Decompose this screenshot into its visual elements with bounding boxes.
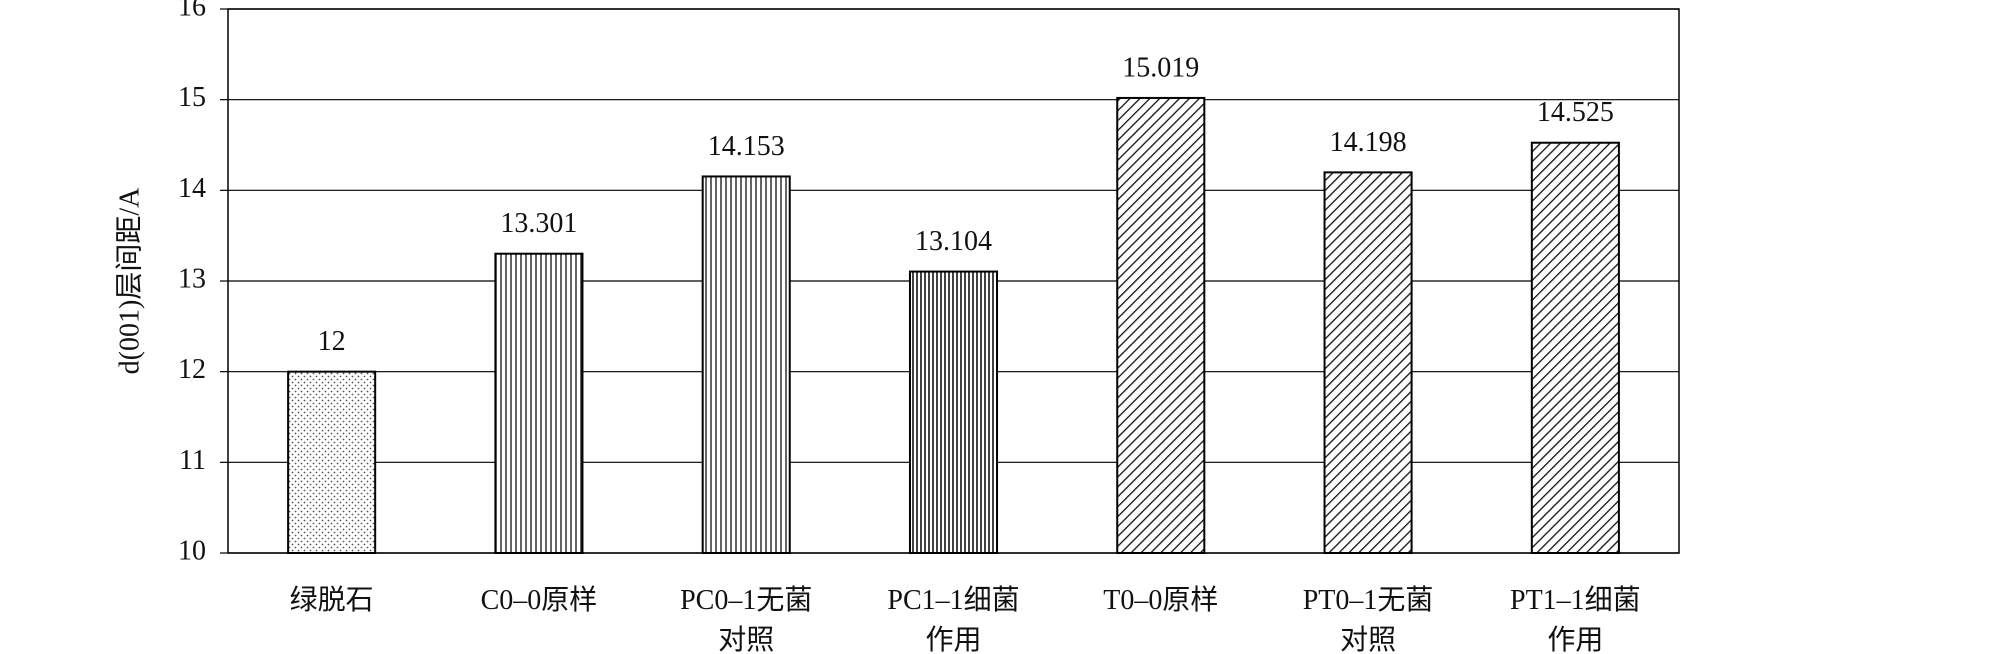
x-tick-label: PT1–1细菌作用: [1510, 584, 1641, 654]
bar: [701, 175, 791, 554]
y-axis-label: d(001)层间距/A: [113, 187, 145, 374]
x-tick-label: C0–0原样: [481, 584, 598, 616]
value-label: 15.019: [1122, 52, 1199, 83]
x-tick-label: PC0–1无菌对照: [680, 584, 812, 654]
bar: [287, 370, 377, 554]
value-label: 13.104: [915, 226, 992, 257]
bar: [1530, 141, 1620, 554]
y-tick-label: 10: [178, 535, 206, 566]
value-label: 12: [318, 326, 346, 357]
value-label: 14.198: [1330, 127, 1407, 158]
value-label: 13.301: [500, 208, 577, 239]
bar: [1116, 96, 1206, 554]
y-tick-label: 11: [179, 445, 206, 476]
x-tick-label: PT0–1无菌对照: [1303, 584, 1434, 654]
bar: [1323, 171, 1413, 554]
y-tick-label: 13: [178, 263, 206, 294]
bar: [494, 252, 584, 555]
y-tick-label: 14: [178, 173, 206, 204]
y-tick-label: 16: [178, 0, 206, 22]
bar: [908, 270, 999, 554]
value-label: 14.153: [708, 131, 785, 162]
x-tick-label: T0–0原样: [1103, 584, 1218, 616]
value-label: 14.525: [1537, 97, 1614, 128]
y-tick-label: 12: [178, 354, 206, 385]
y-tick-label: 15: [178, 82, 206, 113]
x-tick-label: 绿脱石: [290, 584, 374, 616]
x-tick-label: PC1–1细菌作用: [887, 584, 1019, 654]
